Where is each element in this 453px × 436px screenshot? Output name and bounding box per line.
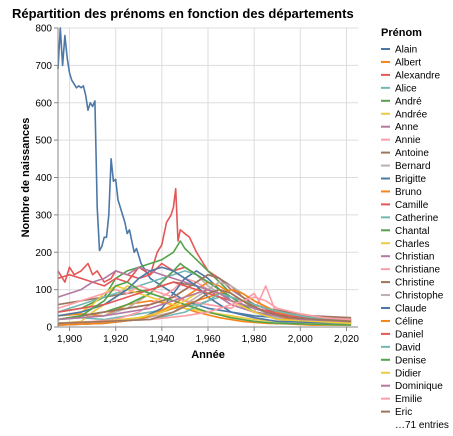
y-tick-label: 600 [35, 98, 52, 109]
legend-entry: Antoine [381, 148, 429, 159]
legend-entry: Denise [381, 355, 427, 366]
legend-label: Dominique [395, 381, 443, 392]
legend-label: Chantal [395, 226, 429, 237]
legend-entry: David [381, 342, 421, 353]
legend-entry: Charles [381, 239, 429, 250]
legend-entry: Christiane [381, 265, 440, 276]
legend-label: Christiane [395, 265, 440, 276]
legend-label: Annie [395, 135, 421, 146]
y-tick-label: 700 [35, 61, 52, 72]
legend-entry: Christophe [381, 291, 444, 302]
x-tick-label: 1,940 [149, 334, 174, 345]
y-tick-label: 400 [35, 173, 52, 184]
legend-entry: Alain [381, 45, 417, 56]
legend-entry: Chantal [381, 226, 429, 237]
legend-entry: Bruno [381, 187, 422, 198]
x-tick-label: 1,980 [242, 334, 267, 345]
x-axis-title: Année [191, 349, 225, 361]
legend-entry: Andrée [381, 109, 428, 120]
legend-entry: Emilie [381, 394, 423, 405]
series-line-denise [57, 281, 352, 326]
axes: 0 100 200 300 400 500 600 700 800 1,900 1,920 1,940… [35, 24, 359, 346]
legend-entry: Daniel [381, 329, 423, 340]
legend-entry: Dominique [381, 381, 443, 392]
legend-entry: Eric [381, 407, 412, 418]
series-lines [57, 27, 352, 326]
legend-label: Charles [395, 239, 429, 250]
legend-entry: Anne [381, 122, 419, 133]
legend-entry: Bernard [381, 161, 431, 172]
legend-label: Christian [395, 252, 434, 263]
legend-entry: Céline [381, 316, 424, 327]
legend-label: Anne [395, 122, 419, 133]
y-tick-label: 200 [35, 248, 52, 259]
legend-label: Daniel [395, 329, 423, 340]
legend-label: Camille [395, 200, 429, 211]
x-tick-label: 2,020 [334, 334, 359, 345]
series-line-eric [57, 288, 352, 325]
legend-entry: Annie [381, 135, 421, 146]
legend-label: Antoine [395, 148, 429, 159]
series-line-alain [57, 27, 352, 323]
legend-entry: Alice [381, 83, 417, 94]
legend-label: Alice [395, 83, 417, 94]
legend-label: Albert [395, 57, 421, 68]
series-line-camille [57, 262, 352, 321]
x-tick-label: 1,960 [195, 334, 220, 345]
y-tick-label: 300 [35, 210, 52, 221]
series-line-daniel [57, 281, 352, 321]
legend-entry: Camille [381, 200, 429, 211]
legend-label: Denise [395, 355, 427, 366]
y-tick-label: 500 [35, 136, 52, 147]
legend-label: Bernard [395, 161, 431, 172]
legend-label: Catherine [395, 213, 439, 224]
legend-entry: Catherine [381, 213, 439, 224]
x-tick-label: 2,000 [288, 334, 313, 345]
legend-entry: André [381, 96, 422, 107]
y-tick-label: 0 [46, 323, 52, 334]
legend-entry: Christian [381, 252, 434, 263]
legend-label: Brigitte [395, 174, 427, 185]
legend-label: Didier [395, 368, 422, 379]
chart-title: Répartition des prénoms en fonction des … [12, 6, 354, 21]
y-tick-label: 100 [35, 285, 52, 296]
y-axis-title: Nombre de naissances [20, 118, 32, 238]
legend-label: André [395, 96, 422, 107]
legend-label: Christine [395, 278, 435, 289]
x-tick-label: 1,900 [57, 334, 82, 345]
series-line-alexandre [57, 187, 352, 321]
legend-entry: Albert [381, 57, 421, 68]
series-line-claude [57, 266, 352, 325]
legend-label: Bruno [395, 187, 422, 198]
series-line-charles [57, 285, 352, 325]
legend-label: Eric [395, 407, 412, 418]
legend-label: Andrée [395, 109, 428, 120]
x-tick-label: 1,920 [103, 334, 128, 345]
legend-entry: Christine [381, 278, 435, 289]
legend-label: Alexandre [395, 70, 440, 81]
legend-label: Emilie [395, 394, 423, 405]
legend-entry: Brigitte [381, 174, 427, 185]
legend-label: Céline [395, 316, 424, 327]
legend-label: Claude [395, 304, 427, 315]
legend-label: Christophe [395, 291, 444, 302]
legend-entry: Alexandre [381, 70, 440, 81]
legend-title: Prénom [381, 27, 422, 39]
legend-entry: Claude [381, 304, 427, 315]
legend-entry: Didier [381, 368, 422, 379]
legend-more-entries: …71 entries [395, 420, 449, 431]
legend-label: Alain [395, 45, 417, 56]
legend-label: David [395, 342, 421, 353]
gridlines [58, 27, 358, 328]
series-line-andré [57, 240, 352, 323]
y-tick-label: 800 [35, 24, 52, 35]
